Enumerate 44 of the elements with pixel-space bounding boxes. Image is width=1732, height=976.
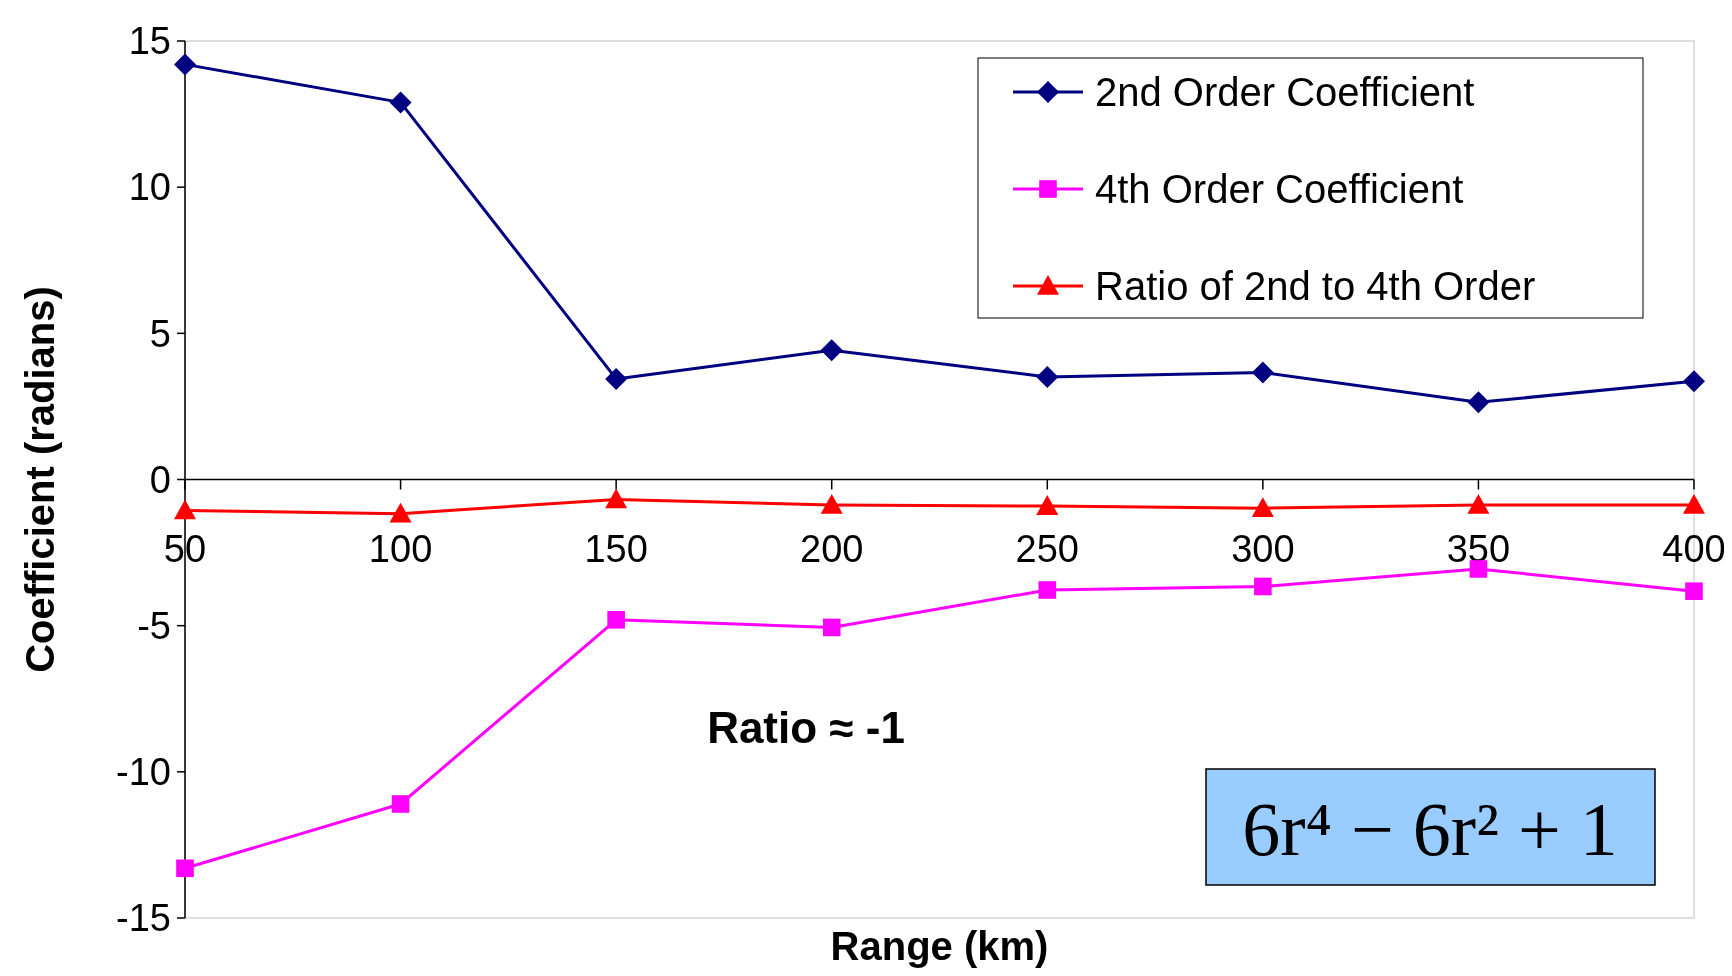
point bbox=[820, 493, 843, 514]
y-tick-label: 10 bbox=[128, 166, 171, 209]
x-tick-label: 300 bbox=[1231, 527, 1295, 570]
point bbox=[1683, 370, 1705, 393]
point bbox=[1685, 582, 1703, 600]
point bbox=[607, 611, 625, 629]
x-tick-label: 250 bbox=[1015, 527, 1079, 570]
x-tick-label: 200 bbox=[800, 527, 864, 570]
point bbox=[822, 618, 841, 637]
x-axis-title: Range (km) bbox=[830, 924, 1049, 968]
x-tick-label: 350 bbox=[1446, 527, 1511, 570]
y-tick-label: 5 bbox=[149, 312, 171, 355]
x-tick-label: 400 bbox=[1662, 527, 1726, 570]
annotation: 6r⁴ − 6r² + 1 bbox=[1242, 787, 1618, 871]
point bbox=[605, 488, 628, 509]
y-axis-title: Coefficient (radians) bbox=[18, 286, 62, 673]
legend-label: 4th Order Coefficient bbox=[1095, 167, 1464, 211]
annotation: Ratio ≈ -1 bbox=[707, 703, 905, 752]
y-tick-label: -5 bbox=[137, 604, 171, 647]
point bbox=[1038, 581, 1057, 599]
point bbox=[389, 502, 412, 523]
point bbox=[605, 367, 628, 390]
point bbox=[1036, 365, 1059, 388]
point bbox=[1683, 493, 1705, 514]
point bbox=[1036, 495, 1059, 515]
y-tick-label: -10 bbox=[116, 751, 171, 794]
legend-label: Ratio of 2nd to 4th Order bbox=[1095, 264, 1536, 308]
y-tick-label: -15 bbox=[116, 897, 171, 940]
point bbox=[389, 91, 412, 114]
point bbox=[391, 795, 410, 813]
point bbox=[174, 499, 196, 520]
x-tick-label: 100 bbox=[368, 527, 433, 570]
point bbox=[1251, 361, 1274, 384]
point bbox=[1254, 577, 1272, 596]
legend-label: 2nd Order Coefficient bbox=[1095, 70, 1475, 114]
point bbox=[820, 339, 843, 362]
x-tick-label: 150 bbox=[584, 527, 648, 570]
point bbox=[174, 53, 196, 76]
y-tick-label: 15 bbox=[128, 20, 171, 63]
point bbox=[1467, 391, 1490, 414]
y-tick-label: 0 bbox=[149, 458, 171, 501]
point bbox=[1467, 493, 1490, 514]
point bbox=[176, 859, 194, 878]
point bbox=[1251, 497, 1274, 517]
